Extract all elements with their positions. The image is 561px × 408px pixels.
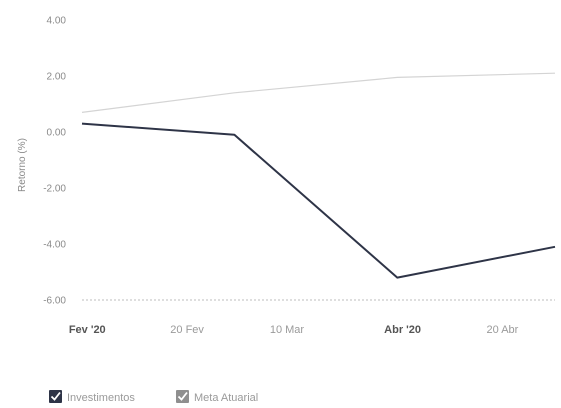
- y-tick-label: -4.00: [43, 240, 66, 251]
- series-line-investimentos[interactable]: [81, 122, 556, 279]
- y-tick-label: 2.00: [47, 72, 67, 83]
- series-lines: [81, 72, 556, 279]
- checkmark-icon: [50, 391, 61, 401]
- legend-label-meta-atuarial: Meta Atuarial: [194, 392, 258, 403]
- legend-checkbox-meta-atuarial[interactable]: [176, 390, 189, 403]
- y-tick-labels: 4.00 2.00 0.00 -2.00 -4.00 -6.00: [43, 16, 66, 307]
- x-tick-label: 10 Mar: [270, 324, 305, 336]
- x-tick-label: Fev '20: [69, 324, 106, 336]
- series-line-meta-atuarial[interactable]: [81, 72, 556, 113]
- y-tick-label: 4.00: [47, 16, 67, 27]
- x-tick-labels: Fev '20 20 Fev 10 Mar Abr '20 20 Abr: [69, 324, 519, 336]
- legend-item-investimentos[interactable]: Investimentos: [49, 390, 135, 404]
- y-tick-label: -6.00: [43, 296, 66, 307]
- x-tick-label: 20 Fev: [170, 324, 204, 336]
- y-axis-label: Retorno (%): [17, 138, 28, 192]
- x-tick-label: 20 Abr: [487, 324, 519, 336]
- legend-checkbox-investimentos[interactable]: [49, 390, 62, 403]
- checkmark-icon: [177, 391, 188, 401]
- legend: Investimentos Meta Atuarial: [49, 390, 258, 404]
- legend-item-meta-atuarial[interactable]: Meta Atuarial: [176, 390, 258, 404]
- y-tick-label: -2.00: [43, 184, 66, 195]
- legend-label-investimentos: Investimentos: [67, 392, 135, 403]
- y-tick-label: 0.00: [47, 128, 67, 139]
- x-tick-label: Abr '20: [384, 324, 421, 336]
